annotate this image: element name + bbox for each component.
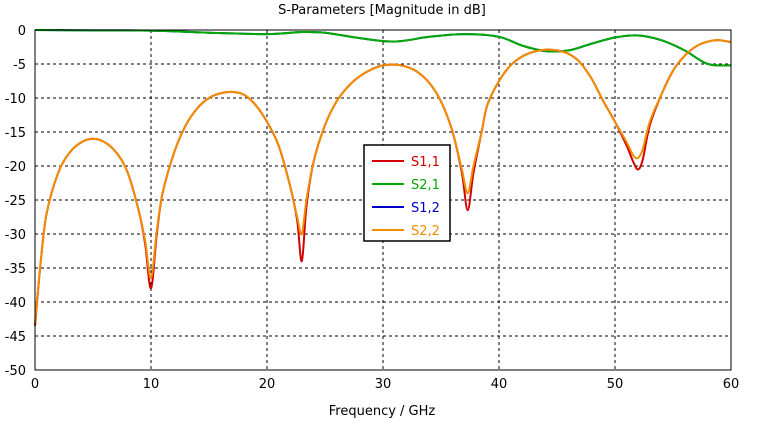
y-tick-label: -20: [5, 160, 26, 175]
x-tick-label: 10: [143, 377, 160, 392]
series-lines: [34, 29, 732, 326]
y-tick-label: -10: [5, 92, 26, 107]
legend: S1,1 S2,1 S1,2 S2,2: [363, 144, 451, 242]
series-line-s21: [34, 29, 732, 67]
x-axis-ticks: 0 10 20 30 40 50 60: [31, 377, 739, 392]
y-tick-label: -45: [5, 330, 26, 345]
x-tick-label: 40: [491, 377, 508, 392]
y-tick-label: 0: [18, 24, 26, 39]
y-tick-label: -40: [5, 296, 26, 311]
legend-items: S1,1 S2,1 S1,2 S2,2: [372, 155, 440, 239]
legend-label-s11: S1,1: [411, 155, 440, 170]
y-tick-label: -30: [5, 228, 26, 243]
legend-label-s21: S2,1: [411, 178, 440, 193]
plot-area-frame: [34, 29, 732, 371]
series-line-s22: [34, 39, 732, 323]
legend-label-s12: S1,2: [411, 201, 440, 216]
y-axis-ticks: 0 -5 -10 -15 -20 -25 -30 -35 -40 -45 -50: [5, 24, 26, 379]
x-tick-label: 0: [31, 377, 39, 392]
legend-label-s22: S2,2: [411, 224, 440, 239]
y-tick-label: -35: [5, 262, 26, 277]
y-tick-label: -5: [13, 58, 26, 73]
chart-title: S-Parameters [Magnitude in dB]: [278, 3, 486, 18]
x-tick-label: 30: [375, 377, 392, 392]
y-tick-label: -50: [5, 364, 26, 379]
x-tick-label: 20: [259, 377, 276, 392]
x-tick-label: 60: [723, 377, 740, 392]
y-tick-label: -25: [5, 194, 26, 209]
x-axis-label: Frequency / GHz: [329, 404, 436, 419]
x-tick-label: 50: [607, 377, 624, 392]
y-tick-label: -15: [5, 126, 26, 141]
